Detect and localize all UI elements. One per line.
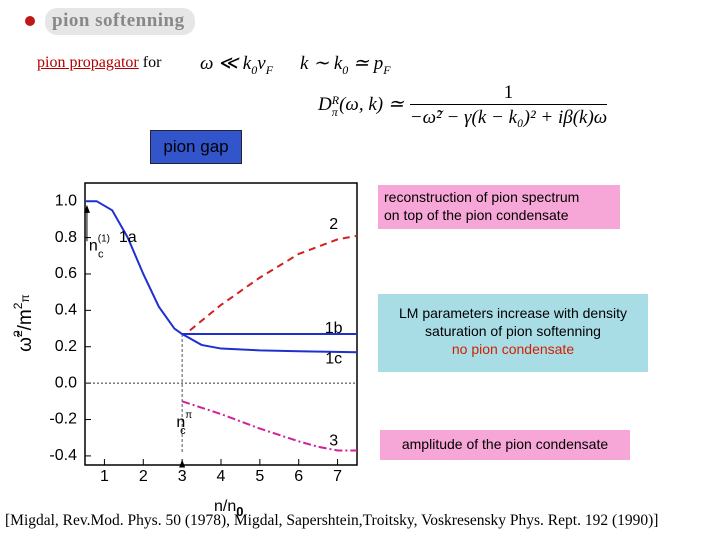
x-tick-label: 7 (333, 468, 342, 485)
note-box: reconstruction of pion spectrum on top of… (378, 185, 620, 229)
note-line: reconstruction of pion spectrum (384, 189, 580, 205)
x-axis-label: n/n0 (214, 498, 243, 519)
note-line: no pion condensate (451, 341, 575, 357)
math-text: k ∼ k (300, 53, 343, 74)
y-label-part: /m (15, 309, 36, 330)
y-tick-label: -0.2 (49, 411, 77, 428)
series-label: 1b (325, 320, 343, 337)
ann-sup: (1) (98, 233, 110, 244)
subscript: F (265, 62, 274, 77)
y-tick-label: 0.6 (55, 265, 77, 282)
note-box: LM parameters increase with density satur… (378, 294, 648, 372)
lhs-sub: π (331, 104, 338, 119)
x-tick-label: 2 (139, 468, 148, 485)
series-line (181, 400, 357, 452)
x-tick-label: 3 (178, 468, 187, 485)
citation: [Migdal, Rev.Mod. Phys. 50 (1978), Migda… (5, 512, 659, 529)
y-tick-label: 0.2 (55, 338, 77, 355)
subscript: 0 (342, 62, 349, 77)
x-tick-label: 4 (217, 468, 226, 485)
math-text: ω ≪ k (200, 53, 252, 74)
y-tick-label: 0.8 (55, 229, 77, 246)
plot-frame (84, 182, 358, 466)
y-tick-label: 1.0 (55, 192, 77, 209)
ann-sub: c (180, 425, 186, 437)
lhs: D (318, 94, 332, 116)
x-tick-label: 6 (294, 468, 303, 485)
slide-title: pion softenning (52, 10, 185, 31)
propagator-line: pion propagator for (37, 54, 161, 72)
series-label: 2 (329, 216, 338, 233)
pion-gap-box: pion gap (150, 130, 242, 164)
annotation: n(1) c (89, 233, 110, 260)
ann-sub: c (98, 249, 104, 261)
series-line (189, 234, 358, 332)
arrow (83, 204, 90, 213)
numerator: 1 (503, 82, 514, 103)
note-box: amplitude of the pion condensate (380, 430, 630, 460)
note-line: amplitude of the pion condensate (401, 436, 609, 452)
note-line: on top of the pion condensate (384, 207, 569, 223)
series-label: 3 (329, 433, 338, 450)
math-text: ≃ p (348, 53, 384, 74)
y-tick-label: -0.4 (49, 447, 77, 464)
x-tick-label: 1 (100, 468, 109, 485)
math-text: v (257, 53, 266, 74)
y-axis-label: ω̃2/m2π (11, 294, 36, 352)
series-line (181, 333, 358, 354)
series-label: 1c (325, 351, 342, 368)
series-line (85, 200, 183, 335)
for-text: for (142, 54, 162, 71)
lhs-rest: (ω, k) ≃ (339, 94, 404, 116)
annotation: nπ c (176, 410, 192, 437)
note-line: LM parameters increase with density (399, 305, 627, 321)
arrow (179, 459, 186, 468)
y-tick-label: 0.0 (55, 374, 77, 391)
bullet (25, 16, 35, 26)
y-tick-label: 0.4 (55, 302, 77, 319)
condition: k ∼ k0 ≃ pF (300, 52, 391, 78)
ann-main: n (176, 414, 185, 431)
ann-sup: π (185, 410, 192, 421)
x-label-sub: 0 (236, 504, 243, 519)
fraction: 1 −ω̃² − γ(k − k₀)² + iβ(k)ω (409, 82, 608, 129)
link[interactable]: pion propagator (37, 54, 139, 71)
condition: ω ≪ k0vF (200, 52, 273, 78)
ann-main: n (89, 238, 98, 255)
title-box (45, 8, 195, 35)
y-label-part: π (18, 294, 32, 302)
note-line: saturation of pion softenning (425, 323, 601, 339)
x-tick-label: 5 (255, 468, 264, 485)
series-label: 1a (119, 229, 137, 246)
denominator: −ω̃² − γ(k − k₀)² + iβ(k)ω (409, 104, 608, 129)
subscript: 0 (251, 62, 258, 77)
y-label-part: 2 (11, 302, 25, 309)
y-label-part: 2 (11, 330, 25, 337)
lhs-sup: R (331, 92, 340, 107)
x-label-main: n/n (214, 498, 236, 515)
subscript: F (383, 62, 391, 77)
